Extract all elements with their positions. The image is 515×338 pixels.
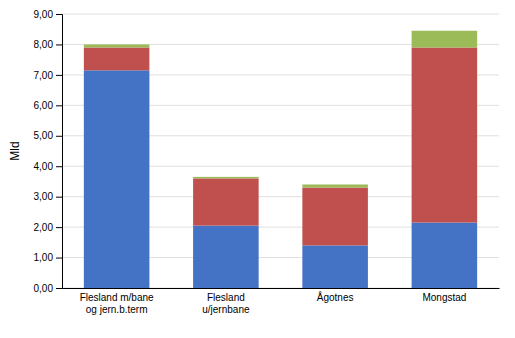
bar [193, 178, 259, 225]
grid [62, 14, 499, 288]
axis-line [63, 288, 500, 289]
tick-label: 8,00 [34, 39, 54, 50]
tick-mark [56, 75, 62, 76]
tick-label-line: Ågotnes [317, 291, 354, 303]
tick-label: 7,00 [34, 70, 54, 81]
tick-label: Ågotnes [317, 291, 354, 303]
tick-mark [56, 136, 62, 137]
tick: 8,00 [34, 39, 62, 50]
tick-label-line: Flesland [207, 292, 245, 303]
bar [412, 223, 478, 288]
tick-label: Flesland m/baneog jern.b.term [80, 292, 154, 315]
bars [84, 31, 477, 288]
tick-label: Mongstad [422, 292, 466, 303]
tick-label: 9,00 [34, 9, 54, 20]
tick: 3,00 [34, 191, 62, 202]
y-axis-title: Mld [8, 141, 22, 160]
tick-mark [56, 258, 62, 259]
series [84, 47, 477, 245]
tick: Flesland m/baneog jern.b.term [80, 288, 154, 315]
y-axis: 0,00 1,00 2,00 3,00 4,00 5,00 6,00 7,00 8,00 9,00 [34, 9, 63, 294]
bar [412, 31, 478, 48]
tick-label-line: og jern.b.term [86, 304, 148, 315]
tick-label-line: Mongstad [422, 292, 466, 303]
tick-label: 0,00 [34, 283, 54, 294]
tick-label: 5,00 [34, 130, 54, 141]
tick: 9,00 [34, 9, 62, 20]
bar [302, 188, 368, 246]
tick-mark [56, 166, 62, 167]
tick-mark [56, 14, 62, 15]
bar [302, 245, 368, 288]
tick: 4,00 [34, 161, 62, 172]
tick-mark [56, 197, 62, 198]
series [84, 31, 477, 188]
bar [412, 47, 478, 222]
tick: Mongstad [422, 288, 466, 303]
tick-label: 1,00 [34, 252, 54, 263]
tick-label: 3,00 [34, 191, 54, 202]
axis-line [56, 15, 63, 289]
x-axis: Flesland m/baneog jern.b.term Fleslandu/j… [63, 288, 500, 315]
grid-line [62, 14, 499, 15]
tick: 1,00 [34, 252, 62, 263]
tick: Ågotnes [317, 288, 354, 303]
tick: 6,00 [34, 100, 62, 111]
bar [193, 177, 259, 179]
bar [84, 44, 150, 47]
tick-mark [56, 288, 62, 289]
bar [84, 70, 150, 288]
tick-label-line: Flesland m/bane [80, 292, 154, 303]
tick-mark [56, 227, 62, 228]
tick-label-line: u/jernbane [202, 304, 250, 315]
tick: 5,00 [34, 130, 62, 141]
tick: 0,00 [34, 283, 62, 294]
tick-label: Fleslandu/jernbane [202, 292, 250, 315]
bar [302, 184, 368, 187]
plot: 0,00 1,00 2,00 3,00 4,00 5,00 6,00 7,00 8,00 9,00… [34, 9, 500, 315]
tick-mark [56, 105, 62, 106]
bar [84, 47, 150, 70]
tick-label: 6,00 [34, 100, 54, 111]
tick-label: 4,00 [34, 161, 54, 172]
bar [193, 226, 259, 288]
tick: 2,00 [34, 222, 62, 233]
chart: 0,00 1,00 2,00 3,00 4,00 5,00 6,00 7,00 8,00 9,00… [0, 0, 515, 338]
tick: 7,00 [34, 70, 62, 81]
tick-mark [56, 44, 62, 45]
tick-label: 2,00 [34, 222, 54, 233]
tick: Fleslandu/jernbane [202, 288, 250, 315]
